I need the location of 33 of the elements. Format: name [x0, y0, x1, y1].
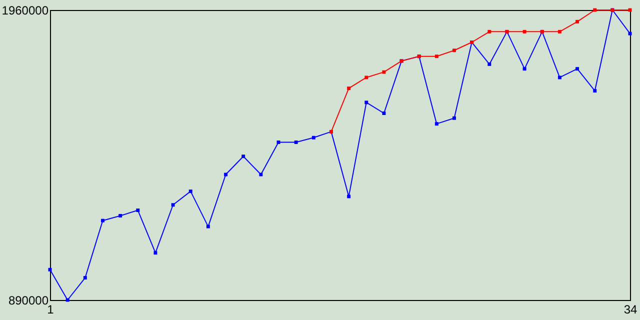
y-tick-label: 1960000: [2, 4, 49, 18]
point: [347, 194, 351, 198]
point: [452, 48, 456, 52]
point: [593, 89, 597, 92]
point: [382, 70, 386, 74]
point: [100, 218, 104, 222]
point: [434, 122, 438, 126]
point: [154, 251, 158, 255]
point: [558, 30, 562, 34]
y-tick-label: 890000: [8, 294, 49, 308]
line-series: [48, 8, 632, 302]
point: [382, 112, 386, 115]
point: [136, 208, 140, 212]
point: [312, 136, 316, 140]
point: [452, 116, 456, 120]
point: [522, 30, 526, 34]
point: [206, 224, 210, 228]
x-tick-label: 34: [624, 302, 638, 316]
point: [576, 20, 580, 24]
point: [434, 54, 438, 58]
point: [488, 30, 492, 34]
point: [364, 100, 368, 104]
point: [118, 214, 122, 218]
point: [83, 276, 87, 280]
point: [242, 154, 246, 158]
point: [171, 203, 175, 207]
point: [576, 67, 580, 71]
point: [522, 67, 526, 71]
point: [294, 140, 298, 144]
point: [347, 86, 351, 90]
x-tick-label: 1: [47, 302, 54, 316]
point: [488, 62, 492, 66]
point: [188, 190, 192, 194]
